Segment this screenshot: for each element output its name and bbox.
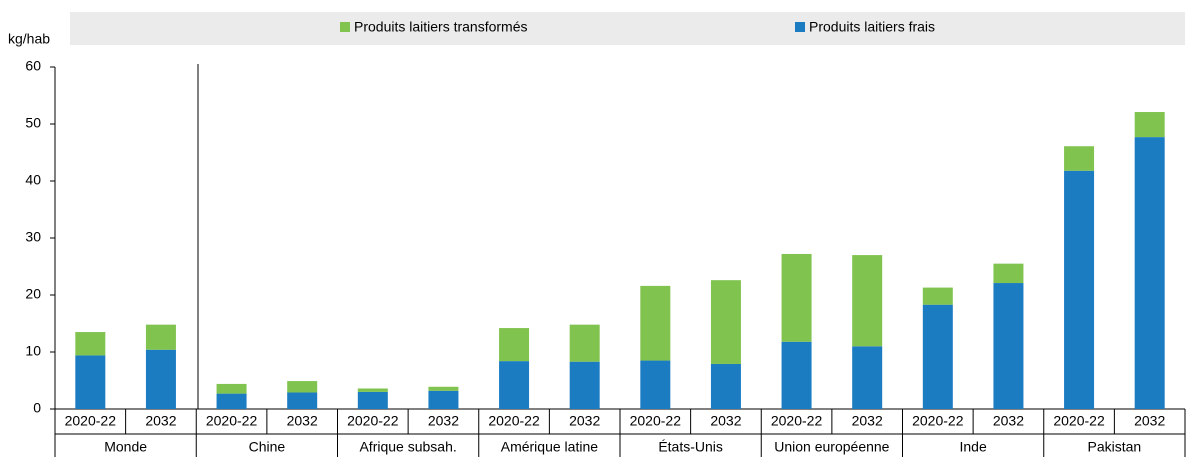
bar: [1064, 146, 1095, 171]
legend-label: Produits laitiers transformés: [354, 19, 528, 35]
y-tick-label: 0: [33, 400, 41, 416]
x-tick-label: 2032: [993, 413, 1024, 429]
x-tick-label: 2032: [852, 413, 883, 429]
bar: [710, 363, 741, 409]
legend-label: Produits laitiers frais: [809, 19, 935, 35]
group-label: Amérique latine: [501, 439, 598, 455]
bar: [75, 355, 106, 409]
bar: [145, 349, 176, 409]
bar: [75, 332, 106, 356]
x-tick-label: 2032: [287, 413, 318, 429]
x-tick-label: 2020-22: [771, 413, 823, 429]
bar: [428, 386, 459, 391]
bar: [287, 392, 318, 409]
legend-swatch: [340, 22, 350, 32]
group-label: Union européenne: [774, 439, 889, 455]
bar: [781, 341, 812, 409]
x-tick-label: 2032: [710, 413, 741, 429]
bar: [640, 285, 671, 361]
bar: [216, 393, 247, 409]
legend-swatch: [795, 22, 805, 32]
y-tick-label: 10: [25, 343, 41, 359]
group-label: Monde: [104, 439, 147, 455]
x-tick-label: 2020-22: [1053, 413, 1105, 429]
y-tick-label: 20: [25, 286, 41, 302]
bar: [357, 388, 388, 392]
bar: [710, 280, 741, 364]
x-tick-label: 2020-22: [488, 413, 540, 429]
bar: [499, 328, 530, 362]
x-tick-label: 2032: [428, 413, 459, 429]
group-label: États-Unis: [658, 439, 723, 455]
bar: [1064, 170, 1095, 409]
bar: [499, 361, 530, 409]
bar: [640, 360, 671, 409]
bar: [1134, 112, 1165, 138]
x-tick-label: 2032: [569, 413, 600, 429]
x-tick-label: 2020-22: [347, 413, 399, 429]
x-tick-label: 2020-22: [912, 413, 964, 429]
bar: [993, 283, 1024, 409]
x-tick-label: 2020-22: [630, 413, 682, 429]
bar: [922, 304, 953, 409]
bar: [852, 255, 883, 347]
x-tick-label: 2020-22: [65, 413, 117, 429]
bar: [216, 383, 247, 394]
bar: [922, 287, 953, 305]
y-axis-label: kg/hab: [8, 31, 50, 47]
bar: [852, 346, 883, 409]
group-label: Chine: [249, 439, 286, 455]
bar: [428, 390, 459, 409]
x-tick-label: 2020-22: [206, 413, 258, 429]
x-tick-label: 2032: [145, 413, 176, 429]
y-tick-label: 60: [25, 58, 41, 74]
group-label: Inde: [960, 439, 987, 455]
y-tick-label: 50: [25, 115, 41, 131]
bar: [145, 324, 176, 350]
group-label: Pakistan: [1088, 439, 1142, 455]
bar: [569, 324, 600, 362]
bar: [287, 381, 318, 393]
y-tick-label: 30: [25, 229, 41, 245]
bar: [781, 253, 812, 342]
x-tick-label: 2032: [1134, 413, 1165, 429]
bar: [993, 263, 1024, 284]
group-label: Afrique subsah.: [359, 439, 456, 455]
y-tick-label: 40: [25, 172, 41, 188]
legend-background: [70, 12, 1185, 45]
bar: [569, 361, 600, 409]
bar: [1134, 137, 1165, 410]
bar: [357, 391, 388, 409]
